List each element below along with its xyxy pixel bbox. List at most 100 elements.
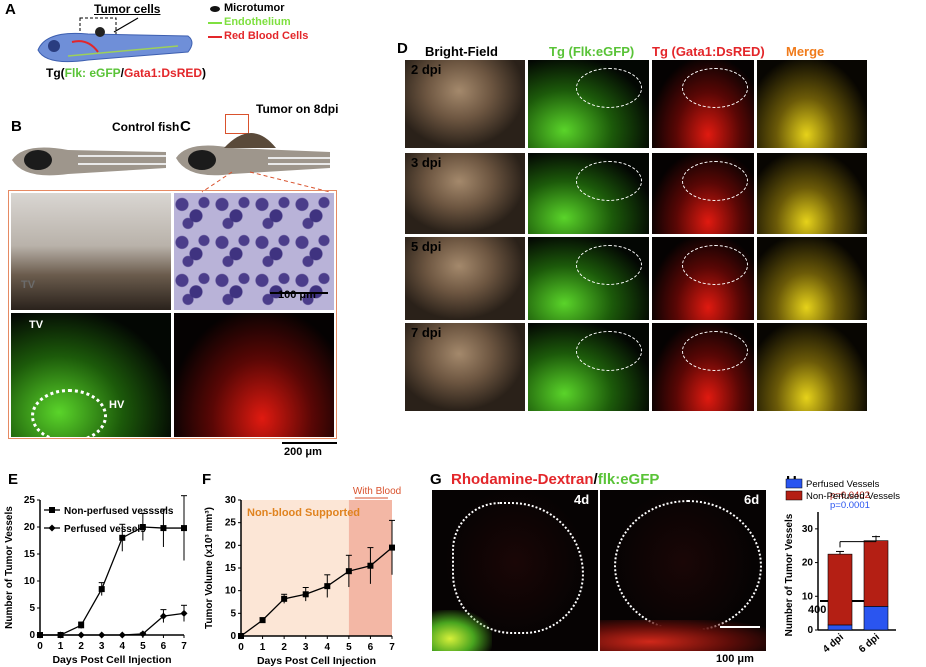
scale-label-200: 200 μm: [284, 446, 322, 458]
x-tick-label: 4: [325, 642, 331, 653]
data-point: [139, 524, 146, 530]
x-tick-label: 5: [346, 642, 352, 653]
p-value: p=0.0001: [830, 500, 870, 511]
tumor-outline: [576, 161, 642, 201]
tumor-vessels-green: TV HV: [11, 313, 171, 437]
d-gata-row1: [652, 153, 754, 234]
y-tick-label: 15: [24, 549, 36, 560]
fish-diagram: [37, 17, 193, 63]
tumor-outline: [682, 68, 748, 108]
x-tick-label: 6: [368, 642, 374, 653]
tumor-outline: [682, 331, 748, 371]
y-tick-label: 0: [807, 625, 813, 636]
y-tick-label: 0: [29, 630, 35, 641]
y-tick-label: 20: [24, 522, 36, 533]
d-merge-row1: [757, 153, 867, 234]
x-tick-label: 2: [78, 641, 84, 652]
scale-bar-100: [270, 292, 328, 294]
x-tick-label: 1: [260, 642, 266, 653]
data-point: [118, 631, 126, 639]
tumor-outline-6d: [614, 500, 762, 632]
data-point: [302, 591, 309, 598]
header-merge: Merge: [786, 44, 825, 59]
y-tick-label: 30: [802, 524, 814, 535]
bar-1: [863, 540, 889, 607]
header-gata: Tg (Gata1:DsRED): [652, 44, 765, 59]
control-fish-title: Control fish: [112, 120, 180, 134]
panel-label-b: B: [11, 118, 22, 135]
chart-f: Non-blood Supported With Blood 0 1 2 3 4 5 6 7 0 5 1…: [204, 486, 401, 667]
tumor-outline-4d: [452, 502, 584, 634]
legend-label: Non-perfused vesssels: [64, 506, 174, 517]
legend-microtumor: Microtumor: [224, 2, 285, 14]
data-point: [181, 525, 187, 532]
row-label: 3 dpi: [411, 155, 442, 170]
legend-marker: [48, 524, 56, 532]
tv-label-bf: TV: [21, 279, 36, 291]
x-tick-label: 3: [303, 642, 309, 653]
data-point: [57, 631, 65, 639]
region-0: [241, 500, 349, 636]
row-label: 5 dpi: [411, 239, 442, 254]
legend-label: Perfused vessels: [64, 524, 146, 535]
tag-6d: 6d: [744, 492, 760, 507]
d-gata-row0: [652, 60, 754, 148]
y-tick-label: 15: [225, 563, 237, 574]
data-point: [345, 568, 352, 575]
legend-swatch: [785, 490, 803, 501]
d-brightfield-row2: 5 dpi: [405, 237, 525, 320]
scale-bar-g: [720, 626, 760, 628]
legend-rbc: Red Blood Cells: [224, 30, 309, 42]
series-line-0: [240, 547, 393, 637]
d-gata-row2: [652, 237, 754, 320]
tag-4d: 4d: [574, 492, 590, 507]
data-point: [78, 622, 85, 629]
scale-label-100: 100 μm: [278, 289, 316, 301]
data-point: [160, 525, 167, 532]
chart-h: 0 10 20 30 Number of Tumor Vessels 4 dpi 6 dpi…: [784, 478, 900, 656]
data-point: [98, 586, 105, 593]
d-flk-row0: [528, 60, 649, 148]
x-tick-label: 7: [181, 641, 187, 652]
data-point: [324, 583, 331, 590]
rhodamine-6d: 6d: [600, 490, 766, 651]
x-tick-label: 3: [99, 641, 105, 652]
y-tick-label: 5: [230, 608, 236, 619]
panel-label-c: C: [180, 118, 191, 135]
data-point: [367, 562, 374, 569]
panel-label-g: G: [430, 471, 442, 488]
x-tick-label: 7: [389, 642, 395, 653]
x-tick-label: 2: [281, 642, 287, 653]
micro-legend-swatch: [210, 6, 220, 12]
x-tick-label: 4 dpi: [821, 632, 846, 656]
region-label-1: With Blood: [353, 486, 401, 497]
legend-endothelium: Endothelium: [224, 16, 291, 28]
d-merge-row0: [757, 60, 867, 148]
data-point: [180, 609, 188, 617]
heart-outline: [31, 389, 107, 437]
y-tick-label: 0: [230, 631, 236, 642]
row-label: 2 dpi: [411, 62, 442, 77]
legend-marker: [49, 507, 55, 513]
d-brightfield-row3: 7 dpi: [405, 323, 525, 411]
scale-bar-200: [282, 442, 337, 444]
y-tick-label: 30: [225, 495, 237, 506]
panel-label-d: D: [397, 40, 408, 57]
data-point: [98, 631, 106, 639]
zoom-box: [225, 114, 249, 134]
tumor-outline: [682, 245, 748, 285]
x-tick-label: 4: [120, 641, 126, 652]
data-point: [281, 595, 288, 602]
legend-label: Perfused Vessels: [806, 479, 880, 490]
data-point: [389, 544, 395, 551]
tumor-vessels-red: [174, 313, 334, 437]
y-tick-label: 20: [225, 540, 237, 551]
x-tick-label: 6: [161, 641, 167, 652]
x-tick-label: 5: [140, 641, 146, 652]
d-gata-row3: [652, 323, 754, 411]
row-label: 7 dpi: [411, 325, 442, 340]
y-tick-label: 20: [802, 558, 814, 569]
data-point: [139, 630, 147, 638]
data-point: [259, 617, 266, 624]
rbc-legend-swatch: [208, 36, 222, 38]
